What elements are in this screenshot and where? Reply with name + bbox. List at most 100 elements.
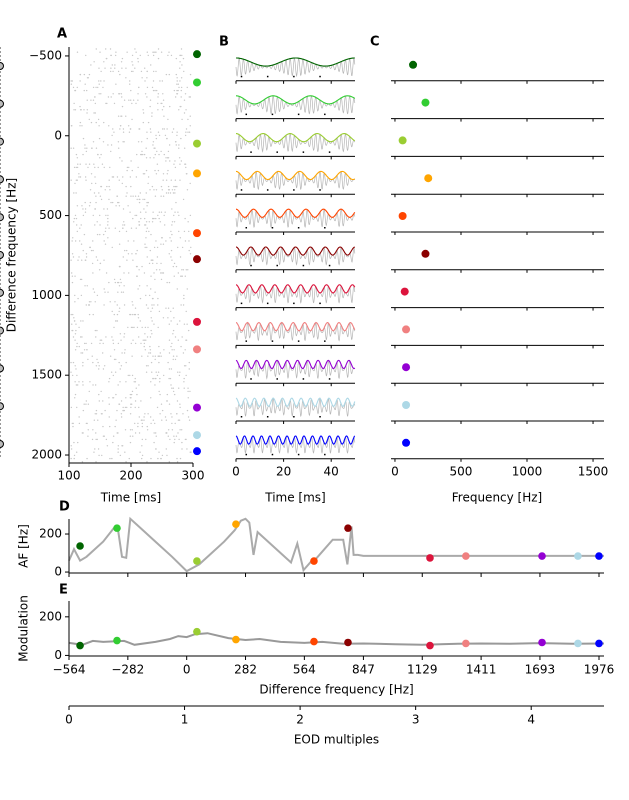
- spike: [181, 441, 183, 444]
- condition-dot: [193, 169, 201, 178]
- spike: [165, 307, 167, 309]
- spike: [157, 457, 159, 460]
- spike: [126, 406, 128, 409]
- spike: [166, 281, 168, 284]
- condition-dot: [193, 447, 201, 456]
- spike: [186, 409, 189, 412]
- spike: [77, 163, 79, 165]
- spike: [70, 147, 72, 149]
- spike: [174, 185, 177, 188]
- point: [574, 639, 582, 648]
- spike: [74, 301, 76, 303]
- spike: [187, 221, 189, 223]
- spike: [120, 413, 123, 415]
- spike: [156, 406, 159, 409]
- spike: [138, 269, 140, 271]
- spike: [115, 419, 117, 421]
- event: [271, 227, 274, 229]
- spike: [137, 166, 139, 169]
- spike: [122, 406, 124, 409]
- spike: [71, 323, 73, 325]
- spike: [82, 249, 84, 252]
- spike: [104, 291, 106, 293]
- spike: [178, 230, 180, 233]
- spike: [76, 51, 79, 53]
- spike: [112, 176, 115, 178]
- spike: [160, 272, 162, 274]
- spike: [135, 214, 138, 217]
- spike: [153, 441, 155, 444]
- spike: [79, 73, 82, 76]
- envelope: [236, 246, 355, 256]
- spike: [87, 403, 90, 405]
- spike: [161, 109, 164, 111]
- spike: [146, 205, 148, 207]
- spike: [84, 147, 86, 149]
- spike: [80, 224, 82, 226]
- spike: [123, 224, 126, 226]
- spike: [185, 109, 187, 111]
- spike: [159, 352, 161, 354]
- spike: [71, 125, 73, 127]
- event: [293, 416, 295, 418]
- spike: [103, 208, 105, 210]
- spike: [75, 153, 78, 156]
- spike: [78, 381, 80, 383]
- spike: [84, 83, 86, 85]
- spike: [132, 70, 134, 73]
- x-tick-label: 1: [181, 713, 189, 727]
- spike: [182, 269, 185, 271]
- spike: [161, 272, 163, 274]
- spike: [138, 432, 141, 434]
- spike: [108, 377, 111, 380]
- spike: [120, 93, 123, 95]
- eod-marker: [0, 402, 4, 411]
- spike: [151, 297, 154, 300]
- spike: [95, 121, 97, 124]
- spike: [176, 134, 178, 137]
- point: [76, 542, 84, 550]
- spike: [134, 406, 136, 409]
- spike: [152, 211, 154, 213]
- spike: [93, 61, 95, 63]
- spike: [149, 336, 152, 338]
- x-axis-label: Frequency [Hz]: [452, 491, 543, 505]
- spike: [70, 406, 73, 409]
- spike: [71, 422, 74, 425]
- spike: [141, 454, 144, 457]
- spike: [167, 189, 170, 191]
- spike: [184, 93, 187, 95]
- spike: [131, 61, 133, 63]
- spike: [140, 342, 142, 345]
- spike: [171, 342, 173, 345]
- condition-dot: [193, 317, 201, 326]
- spike: [167, 185, 170, 188]
- event: [245, 113, 248, 116]
- spike: [93, 163, 95, 165]
- spike: [83, 342, 86, 345]
- spike: [94, 413, 96, 415]
- spike: [144, 243, 146, 245]
- spike: [75, 323, 77, 325]
- spike: [167, 54, 169, 57]
- spike: [162, 272, 165, 274]
- spike: [115, 393, 117, 396]
- spike: [136, 393, 138, 396]
- spike: [121, 445, 123, 447]
- spike: [181, 275, 183, 277]
- spike: [76, 157, 79, 159]
- spike: [157, 326, 159, 329]
- spike: [168, 377, 170, 380]
- spike: [137, 317, 140, 319]
- spike: [74, 397, 76, 399]
- spike: [185, 269, 187, 271]
- point: [426, 554, 434, 562]
- spike: [172, 265, 175, 268]
- spike: [160, 185, 163, 188]
- spike: [161, 409, 164, 412]
- spike: [126, 51, 128, 53]
- spike: [181, 118, 183, 121]
- spike: [115, 51, 117, 53]
- spike: [155, 70, 157, 73]
- spike: [79, 336, 82, 338]
